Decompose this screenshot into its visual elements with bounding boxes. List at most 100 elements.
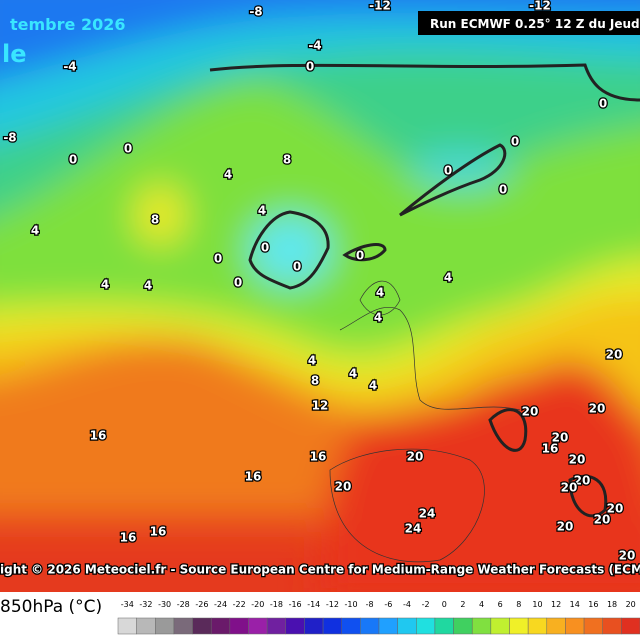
contour-label: 0 [306, 60, 314, 74]
colorbar-tick-label: -12 [326, 600, 339, 609]
contours [209, 63, 640, 518]
contour-label: 4 [374, 311, 382, 325]
colorbar-tick-label: 6 [498, 600, 503, 609]
colorbar-cell [490, 617, 510, 635]
colorbar-cell [136, 617, 156, 635]
contour-label: 20 [606, 348, 623, 362]
contour-label: 8 [283, 153, 291, 167]
contour-label: 20 [607, 502, 624, 516]
contour-label: 0 [599, 97, 607, 111]
contour-label: -8 [3, 131, 16, 145]
colorbar-tick-label: 12 [551, 600, 561, 609]
contour-label: 4 [31, 224, 39, 238]
colorbar-cell [341, 617, 361, 635]
colorbar-cell [565, 617, 585, 635]
contour-label: -4 [308, 39, 321, 53]
colorbar-tick-label: -20 [251, 600, 264, 609]
contour-label: 20 [552, 431, 569, 445]
contour-label: 12 [312, 399, 329, 413]
colorbar-cell [509, 617, 529, 635]
colorbar-cell [210, 617, 231, 635]
colorbar-cell [322, 617, 342, 635]
contour-label: 0 [511, 135, 519, 149]
contour-label: 0 [499, 183, 507, 197]
colorbar-tick-label: 20 [626, 600, 636, 609]
colorbar-tick-label: 8 [516, 600, 521, 609]
colorbar-tick-label: 2 [460, 600, 465, 609]
colorbar-cell [378, 617, 398, 635]
contour-label: 8 [151, 213, 159, 227]
colorbar-cell [229, 617, 249, 635]
colorbar-tick-label: 16 [588, 600, 598, 609]
colorbar-tick-label: -26 [195, 600, 208, 609]
contour-label: 16 [90, 429, 107, 443]
colorbar-tick-label: -30 [158, 600, 171, 609]
contour-label: 4 [144, 279, 152, 293]
colorbar-cell [285, 617, 305, 635]
contour-label: 16 [310, 450, 327, 464]
contour-label: 16 [120, 531, 137, 545]
colorbar-cell [173, 617, 193, 635]
colorbar-cell [546, 617, 566, 635]
contour-label: 4 [224, 168, 232, 182]
colorbar-tick-label: 18 [607, 600, 617, 609]
contour-label: 20 [594, 513, 611, 527]
contour-label: 20 [407, 450, 424, 464]
temperature-field [0, 0, 640, 600]
colorbar-cell [248, 617, 268, 635]
colorbar-cell [117, 617, 137, 635]
contour-label: 8 [311, 374, 319, 388]
contour-label: 4 [101, 278, 109, 292]
contour-label: 4 [308, 354, 316, 368]
contour-label: 20 [335, 480, 352, 494]
run-info: Run ECMWF 0.25° 12 Z du Jeudi [430, 17, 640, 31]
contour-label: 24 [419, 507, 436, 521]
run-box [418, 11, 640, 35]
colorbar-tick-label: -28 [177, 600, 190, 609]
contour-label: 0 [261, 241, 269, 255]
contour-label: -12 [369, 0, 391, 13]
colorbar-cell [621, 617, 640, 635]
colorbar-tick-label: -2 [422, 600, 430, 609]
contour-label: -12 [529, 0, 551, 13]
subtitle-fragment: le [2, 40, 27, 68]
colorbar-cell [602, 617, 622, 635]
contour-label: 20 [557, 520, 574, 534]
contour-label: 20 [569, 453, 586, 467]
contour-label: 0 [356, 249, 364, 263]
contour-label: 20 [522, 405, 539, 419]
colorbar-cell [266, 617, 287, 635]
colorbar-cell [527, 617, 548, 635]
contour-label: 4 [444, 271, 452, 285]
colorbar-cell [434, 617, 454, 635]
contour-label: -8 [249, 5, 262, 19]
contour-label: -4 [63, 60, 76, 74]
colorbar-tick-label: 10 [532, 600, 542, 609]
colorbar-tick-label: 0 [442, 600, 447, 609]
colorbar-cell [397, 617, 417, 635]
contour-label: 20 [589, 402, 606, 416]
colorbar-cell [471, 617, 492, 635]
colorbar-cell [360, 617, 380, 635]
colorbar-tick-label: -10 [344, 600, 357, 609]
contour-label: 0 [69, 153, 77, 167]
colorbar-cell [583, 617, 603, 635]
colorbar-tick-label: -14 [307, 600, 320, 609]
colorbar-tick-label: -6 [384, 600, 392, 609]
colorbar-tick-label: 14 [570, 600, 580, 609]
colorbar-tick-label: -32 [139, 600, 152, 609]
colorbar-cell [416, 617, 436, 635]
contour-label: 0 [124, 142, 132, 156]
colorbar-title: 850hPa (°C) [0, 597, 102, 617]
colorbar-tick-label: -16 [289, 600, 302, 609]
contour-label: 0 [293, 260, 301, 274]
contour-label: 20 [561, 481, 578, 495]
colorbar: -34 -32 -30 -28 -26 -24 -22 -20 -18 -16 -14 -12 -10-… [117, 600, 640, 635]
contour-label: 20 [574, 474, 591, 488]
contour-label: 0 [234, 276, 242, 290]
colorbar-cell [304, 617, 324, 635]
contour-label: 16 [542, 442, 559, 456]
colorbar-tick-label: 4 [479, 600, 484, 609]
